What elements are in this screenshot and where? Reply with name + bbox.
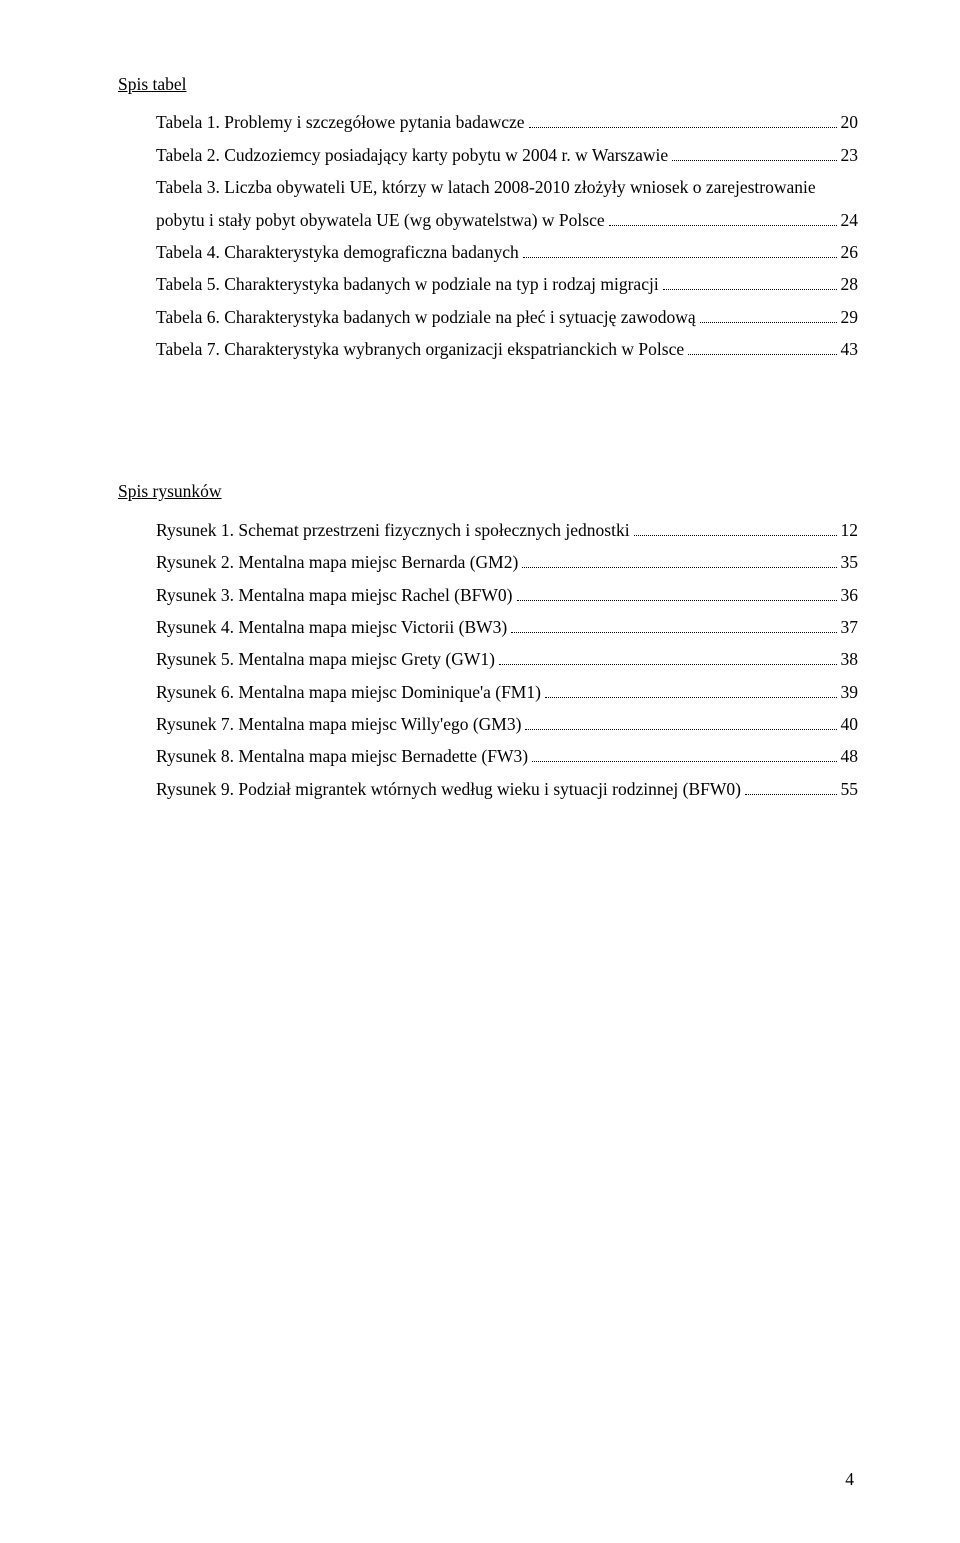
toc-entry-label: Rysunek 5. Mentalna mapa miejsc Grety (G… — [156, 643, 495, 675]
dot-leader-icon — [499, 649, 837, 666]
toc-entry: Tabela 7. Charakterystyka wybranych orga… — [156, 333, 858, 365]
toc-entry: Rysunek 9. Podział migrantek wtórnych we… — [156, 773, 858, 805]
toc-entry-label: Tabela 2. Cudzoziemcy posiadający karty … — [156, 139, 668, 171]
toc-entry: Rysunek 7. Mentalna mapa miejsc Willy'eg… — [156, 708, 858, 740]
toc-entry-label: Tabela 4. Charakterystyka demograficzna … — [156, 236, 519, 268]
toc-entry-page: 35 — [841, 546, 859, 578]
toc-entry-page: 48 — [841, 740, 859, 772]
dot-leader-icon — [745, 778, 837, 795]
toc-entry-page: 29 — [841, 301, 859, 333]
toc-entry-label: Rysunek 4. Mentalna mapa miejsc Victorii… — [156, 611, 507, 643]
toc-entry-page: 37 — [841, 611, 859, 643]
dot-leader-icon — [700, 306, 837, 323]
toc-entry-page: 26 — [841, 236, 859, 268]
dot-leader-icon — [517, 584, 837, 601]
dot-leader-icon — [511, 616, 836, 633]
dot-leader-icon — [523, 241, 837, 258]
dot-leader-icon — [609, 209, 837, 226]
toc-entry-page: 43 — [841, 333, 859, 365]
toc-entry-label: Rysunek 1. Schemat przestrzeni fizycznyc… — [156, 514, 630, 546]
toc-entry: Rysunek 5. Mentalna mapa miejsc Grety (G… — [156, 643, 858, 675]
toc-entry-page: 38 — [841, 643, 859, 675]
toc-entry-label: Rysunek 8. Mentalna mapa miejsc Bernadet… — [156, 740, 528, 772]
dot-leader-icon — [663, 274, 837, 291]
dot-leader-icon — [532, 746, 836, 763]
toc-entry-label: Tabela 7. Charakterystyka wybranych orga… — [156, 333, 684, 365]
toc-entry-page: 40 — [841, 708, 859, 740]
toc-entry-label: Rysunek 6. Mentalna mapa miejsc Dominiqu… — [156, 676, 541, 708]
toc-entry-page: 55 — [841, 773, 859, 805]
toc-entry: Tabela 1. Problemy i szczegółowe pytania… — [156, 106, 858, 138]
toc-entry-page: 24 — [841, 204, 859, 236]
dot-leader-icon — [529, 112, 837, 129]
toc-entry: Rysunek 4. Mentalna mapa miejsc Victorii… — [156, 611, 858, 643]
toc-entry-page: 36 — [841, 579, 859, 611]
toc-entry: Rysunek 3. Mentalna mapa miejsc Rachel (… — [156, 579, 858, 611]
dot-leader-icon — [525, 713, 836, 730]
dot-leader-icon — [688, 338, 836, 355]
toc-entry-page: 39 — [841, 676, 859, 708]
document-page: Spis tabel Tabela 1. Problemy i szczegół… — [0, 0, 960, 1543]
list-of-tables-block: Tabela 1. Problemy i szczegółowe pytania… — [118, 106, 858, 365]
toc-entry-label: Tabela 6. Charakterystyka badanych w pod… — [156, 301, 696, 333]
dot-leader-icon — [522, 551, 836, 568]
toc-entry-page: 12 — [841, 514, 859, 546]
toc-entry: Tabela 6. Charakterystyka badanych w pod… — [156, 301, 858, 333]
dot-leader-icon — [545, 681, 837, 698]
list-of-figures-block: Rysunek 1. Schemat przestrzeni fizycznyc… — [118, 514, 858, 805]
toc-entry-page: 23 — [841, 139, 859, 171]
toc-entry-label: Rysunek 3. Mentalna mapa miejsc Rachel (… — [156, 579, 513, 611]
toc-entry-label: Rysunek 7. Mentalna mapa miejsc Willy'eg… — [156, 708, 521, 740]
toc-entry: Rysunek 1. Schemat przestrzeni fizycznyc… — [156, 514, 858, 546]
toc-entry-label: Rysunek 2. Mentalna mapa miejsc Bernarda… — [156, 546, 518, 578]
toc-entry: Tabela 4. Charakterystyka demograficzna … — [156, 236, 858, 268]
section-gap — [118, 365, 858, 475]
dot-leader-icon — [672, 144, 836, 161]
toc-entry: Tabela 2. Cudzoziemcy posiadający karty … — [156, 139, 858, 171]
toc-entry-label: Rysunek 9. Podział migrantek wtórnych we… — [156, 773, 741, 805]
toc-entry: Rysunek 8. Mentalna mapa miejsc Bernadet… — [156, 740, 858, 772]
toc-entry: Rysunek 6. Mentalna mapa miejsc Dominiqu… — [156, 676, 858, 708]
page-number: 4 — [845, 1463, 854, 1495]
list-of-tables-heading: Spis tabel — [118, 68, 858, 100]
toc-entry-page: 28 — [841, 268, 859, 300]
toc-entry: Rysunek 2. Mentalna mapa miejsc Bernarda… — [156, 546, 858, 578]
toc-entry-page: 20 — [841, 106, 859, 138]
list-of-figures-heading: Spis rysunków — [118, 475, 858, 507]
dot-leader-icon — [634, 519, 837, 536]
toc-entry-label: Tabela 5. Charakterystyka badanych w pod… — [156, 268, 659, 300]
toc-entry-label: Tabela 1. Problemy i szczegółowe pytania… — [156, 106, 525, 138]
toc-entry: Tabela 5. Charakterystyka badanych w pod… — [156, 268, 858, 300]
toc-entry: Tabela 3. Liczba obywateli UE, którzy w … — [156, 171, 858, 236]
